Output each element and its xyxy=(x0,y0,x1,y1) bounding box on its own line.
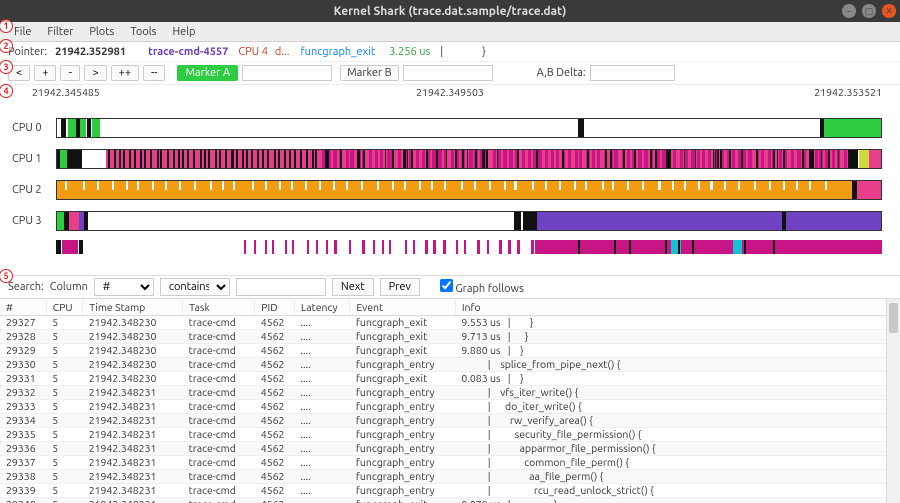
cpu-track-0[interactable] xyxy=(56,118,882,138)
table-header-timestamp[interactable]: Time Stamp xyxy=(83,299,183,316)
cpu-track-1[interactable] xyxy=(56,149,882,169)
marker-a-input[interactable] xyxy=(242,65,332,81)
pointer-value: 21942.352981 xyxy=(51,46,130,58)
pointer-label: Pointer: xyxy=(8,46,47,58)
cpu-row-0: CPU 0 xyxy=(12,112,888,143)
pointer-d: d... xyxy=(272,46,290,58)
cpu-label-2: CPU 2 xyxy=(12,184,56,196)
delta-label: A,B Delta: xyxy=(537,67,586,79)
table-row[interactable]: 29340521942.348231trace-cmd4562....funcg… xyxy=(0,498,900,503)
menu-file[interactable]: File xyxy=(6,24,39,40)
pointer-row: 2 Pointer: 21942.352981 trace-cmd-4557 C… xyxy=(0,42,900,62)
cpu-row-3: CPU 3 xyxy=(12,205,888,236)
timeline-header: 4 21942.345485 21942.349503 21942.353521 xyxy=(0,84,900,100)
marker-b-button[interactable]: Marker B xyxy=(340,65,399,81)
table-row[interactable]: 29338521942.348231trace-cmd4562....funcg… xyxy=(0,470,900,484)
table-header-event[interactable]: Event xyxy=(350,299,455,316)
table-row[interactable]: 29328521942.348230trace-cmd4562....funcg… xyxy=(0,330,900,344)
table-row[interactable]: 29334521942.348231trace-cmd4562....funcg… xyxy=(0,414,900,428)
marker-a-button[interactable]: Marker A xyxy=(177,65,238,81)
pointer-duration: 3.256 us xyxy=(379,46,430,58)
table-row[interactable]: 29333521942.348231trace-cmd4562....funcg… xyxy=(0,400,900,414)
window-controls: – ▢ ✕ xyxy=(842,4,896,18)
table-header-cpu[interactable]: CPU xyxy=(46,299,83,316)
nav-forward-button[interactable]: > xyxy=(84,65,106,81)
search-prev-button[interactable]: Prev xyxy=(380,278,420,296)
cpu-label-1: CPU 1 xyxy=(12,153,56,165)
table-body: 29327521942.348230trace-cmd4562....funcg… xyxy=(0,316,900,503)
timeline-right-time: 21942.353521 xyxy=(814,86,882,98)
annotation-4: 4 xyxy=(0,84,13,98)
search-next-button[interactable]: Next xyxy=(332,278,374,296)
table-header-pid[interactable]: PID xyxy=(255,299,295,316)
nav-zoom-in-full-button[interactable]: ++ xyxy=(111,65,139,81)
pointer-event: funcgraph_exit xyxy=(293,46,375,58)
cpu-track-extra[interactable] xyxy=(56,240,882,254)
search-row: 5 Search: Column # contains Next Prev Gr… xyxy=(0,275,900,299)
pointer-brace: } xyxy=(447,46,486,58)
cpu-track-2[interactable] xyxy=(56,180,882,200)
search-column-label: Column xyxy=(50,281,88,293)
search-text-input[interactable] xyxy=(236,278,326,296)
cpu-label-0: CPU 0 xyxy=(12,122,56,134)
cpu-row-2: CPU 2 xyxy=(12,174,888,205)
table-row[interactable]: 29331521942.348230trace-cmd4562....funcg… xyxy=(0,372,900,386)
nav-zoom-in-button[interactable]: + xyxy=(34,65,56,81)
search-operator-select[interactable]: contains xyxy=(160,278,230,296)
event-table-wrap: #CPUTime StampTaskPIDLatencyEventInfo 29… xyxy=(0,299,900,503)
menu-plots[interactable]: Plots xyxy=(81,24,122,40)
table-row[interactable]: 29329521942.348230trace-cmd4562....funcg… xyxy=(0,344,900,358)
search-column-select[interactable]: # xyxy=(94,278,154,296)
table-row[interactable]: 29327521942.348230trace-cmd4562....funcg… xyxy=(0,316,900,330)
cpu-label-3: CPU 3 xyxy=(12,215,56,227)
menu-help[interactable]: Help xyxy=(164,24,203,40)
titlebar: Kernel Shark (trace.dat.sample/trace.dat… xyxy=(0,0,900,22)
event-table[interactable]: #CPUTime StampTaskPIDLatencyEventInfo 29… xyxy=(0,299,900,503)
table-header-row: #CPUTime StampTaskPIDLatencyEventInfo xyxy=(0,299,900,316)
table-row[interactable]: 29339521942.348231trace-cmd4562....funcg… xyxy=(0,484,900,498)
cpu-track-3[interactable] xyxy=(56,211,882,231)
pointer-task: trace-cmd-4557 xyxy=(134,46,228,58)
table-scrollbar-thumb[interactable] xyxy=(889,303,898,333)
table-scrollbar[interactable] xyxy=(886,299,900,503)
minimize-button[interactable]: – xyxy=(842,4,856,18)
close-button[interactable]: ✕ xyxy=(882,4,896,18)
table-row[interactable]: 29336521942.348231trace-cmd4562....funcg… xyxy=(0,442,900,456)
table-header-latency[interactable]: Latency xyxy=(294,299,350,316)
search-label: Search: xyxy=(8,281,44,293)
menubar: 1 File Filter Plots Tools Help xyxy=(0,22,900,42)
menu-tools[interactable]: Tools xyxy=(122,24,164,40)
cpu-row-extra xyxy=(12,236,888,258)
nav-zoom-out-full-button[interactable]: -- xyxy=(143,65,165,81)
graph-area[interactable]: CPU 0 CPU 1 CPU 2 CPU 3 xyxy=(0,100,900,275)
pointer-cpu: CPU 4 xyxy=(232,46,268,58)
graph-follows-label[interactable]: Graph follows xyxy=(440,279,524,295)
table-row[interactable]: 29332521942.348231trace-cmd4562....funcg… xyxy=(0,386,900,400)
window-title: Kernel Shark (trace.dat.sample/trace.dat… xyxy=(334,5,567,18)
delta-input[interactable] xyxy=(590,65,675,81)
menu-filter[interactable]: Filter xyxy=(39,24,81,40)
nav-row: 3 < + - > ++ -- Marker A Marker B A,B De… xyxy=(0,62,900,84)
cpu-row-1: CPU 1 xyxy=(12,143,888,174)
marker-b-input[interactable] xyxy=(403,65,493,81)
timeline-mid-time: 21942.349503 xyxy=(416,86,484,98)
graph-follows-checkbox[interactable] xyxy=(440,279,453,292)
maximize-button[interactable]: ▢ xyxy=(862,4,876,18)
nav-back-button[interactable]: < xyxy=(8,65,30,81)
pointer-pipe: | xyxy=(434,46,443,58)
table-header-info[interactable]: Info xyxy=(455,299,899,316)
nav-zoom-out-button[interactable]: - xyxy=(60,65,80,81)
table-row[interactable]: 29335521942.348231trace-cmd4562....funcg… xyxy=(0,428,900,442)
graph-follows-text: Graph follows xyxy=(455,283,523,295)
timeline-left-time: 21942.345485 xyxy=(32,86,100,98)
table-header-task[interactable]: Task xyxy=(183,299,255,316)
table-header-[interactable]: # xyxy=(0,299,46,316)
table-row[interactable]: 29330521942.348230trace-cmd4562....funcg… xyxy=(0,358,900,372)
table-row[interactable]: 29337521942.348231trace-cmd4562....funcg… xyxy=(0,456,900,470)
